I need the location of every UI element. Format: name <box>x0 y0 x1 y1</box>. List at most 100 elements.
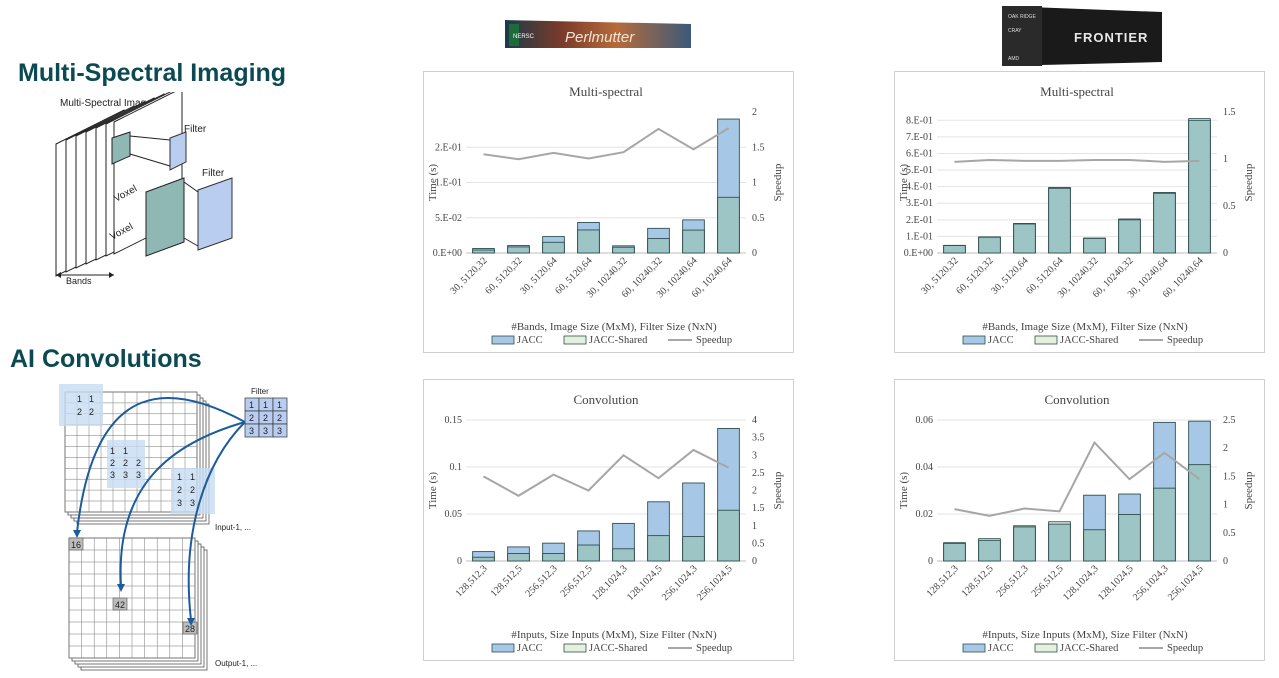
chart-svg-2: Convolution 0 0.05 0.1 0.15 0 0.5 1 1.5 2 2.5 3 3.5 4… <box>427 392 784 654</box>
y2-tick-label: 0 <box>1223 248 1228 259</box>
chart-convolution-perlmutter: Convolution 0 0.05 0.1 0.15 0 0.5 1 1.5 2 2.5 3 3.5 4… <box>423 379 794 661</box>
y-tick-label: 2.E-01 <box>906 215 933 226</box>
input-patch-2-cell: 3 <box>110 470 115 480</box>
y-axis-label: Time (s) <box>427 472 439 510</box>
bar-jacc-shared <box>682 229 705 254</box>
y-tick-label: 0.04 <box>916 462 934 473</box>
bar-jacc-shared <box>577 544 600 562</box>
y2-tick-label: 3 <box>752 450 757 461</box>
bar-jacc-shared <box>542 553 565 562</box>
x-axis-label: #Inputs, Size Inputs (MxM), Size Filter … <box>511 629 717 641</box>
y2-tick-label: 1.5 <box>752 503 765 514</box>
y2-tick-label: 1.5 <box>752 142 765 153</box>
bar-jacc-shared <box>1153 487 1176 562</box>
perlmutter-logo-text: Perlmutter <box>565 29 635 46</box>
arrow-to-42 <box>119 421 246 587</box>
input-label: Input-1, ... <box>215 523 251 532</box>
y2-axis-label: Speedup <box>772 471 784 509</box>
ms-filter-label-1: Filter <box>184 124 207 135</box>
y-tick-label: 0.E+00 <box>904 248 933 259</box>
x-axis-label: #Bands, Image Size (MxM), Filter Size (N… <box>511 321 717 333</box>
speedup-line <box>954 158 1200 163</box>
bar-jacc-shared <box>1083 529 1106 562</box>
y2-axis-label: Speedup <box>1243 163 1255 201</box>
bar-jacc-shared <box>472 249 495 254</box>
bar-jacc-shared <box>1188 464 1211 562</box>
bar-jacc <box>1118 219 1141 254</box>
legend-label-jacc-shared: JACC-Shared <box>1060 335 1119 346</box>
x-tick-label: 30, 5120,64 <box>989 255 1030 296</box>
bar-jacc <box>978 539 1001 562</box>
y2-tick-label: 1.5 <box>1223 471 1236 482</box>
input-patch-2-cell: 2 <box>110 458 115 468</box>
y-tick-label: 0.1 <box>450 462 463 473</box>
x-tick-label: 30, 5120,32 <box>448 255 489 296</box>
bar-jacc-shared <box>542 241 565 254</box>
x-tick-label: 60, 5120,32 <box>954 255 995 296</box>
bar-jacc-shared <box>612 246 635 254</box>
legend-label-jacc: JACC <box>988 335 1014 346</box>
multispectral-heading: Multi-Spectral Imaging <box>18 59 287 87</box>
chart-title: Multi-spectral <box>1040 84 1114 99</box>
ai-convolutions-heading: AI Convolutions <box>10 345 202 373</box>
bar-jacc-shared <box>647 238 670 254</box>
y2-tick-label: 0 <box>752 248 757 259</box>
input-patch-1-cell: 1 <box>77 394 82 404</box>
ms-filter-label-2: Filter <box>202 168 225 179</box>
bar-jacc <box>978 236 1001 254</box>
filter-cell: 2 <box>277 413 282 423</box>
x-tick-label: 128,1024,3 <box>590 563 630 603</box>
legend-swatch-jacc <box>491 335 515 345</box>
ms-bands-label: Bands <box>66 276 92 286</box>
y2-tick-label: 2.5 <box>752 468 765 479</box>
y-tick-label: 4.E-01 <box>906 182 933 193</box>
x-tick-label: 128,1024,5 <box>1096 563 1136 603</box>
y2-tick-label: 1 <box>1223 500 1228 511</box>
legend-label-speedup: Speedup <box>1167 643 1203 654</box>
y-tick-label: 0.02 <box>916 509 934 520</box>
x-tick-label: 256,1024,5 <box>695 563 735 603</box>
frontier-logo: OAK RIDGE CRAY AMD FRONTIER <box>1002 6 1162 66</box>
legend-swatch-jacc-shared <box>563 643 587 653</box>
legend-swatch-jacc-shared <box>1034 335 1058 345</box>
bar-jacc-shared <box>1118 514 1141 562</box>
legend-label-speedup: Speedup <box>1167 335 1203 346</box>
bar-jacc <box>1013 223 1036 254</box>
y-tick-label: 2.E-01 <box>435 142 462 153</box>
legend-swatch-jacc-shared <box>1034 643 1058 653</box>
y2-axis-label: Speedup <box>1243 471 1255 509</box>
bar-jacc-shared <box>682 536 705 562</box>
y2-tick-label: 0 <box>1223 556 1228 567</box>
legend-label-jacc-shared: JACC-Shared <box>1060 643 1119 654</box>
x-tick-label: 256,512,3 <box>995 563 1031 599</box>
filter-cell: 2 <box>249 413 254 423</box>
chart-multispectral-perlmutter: Multi-spectral 0.E+00 5.E-02 1.E-01 2.E-01 0 0… <box>423 71 794 353</box>
chart-svg-3: Convolution 0 0.02 0.04 0.06 0 0.5 1 1.5 2 2.5 Time… <box>898 392 1255 654</box>
speedup-line <box>954 440 1201 517</box>
x-tick-label: 256,1024,3 <box>660 563 700 603</box>
y2-tick-label: 2 <box>752 107 757 118</box>
input-patch-3-cell: 3 <box>190 498 195 508</box>
legend-swatch-jacc <box>962 643 986 653</box>
chart-title: Multi-spectral <box>569 84 643 99</box>
chart-title: Convolution <box>1044 392 1110 407</box>
bar-jacc-shared <box>717 196 740 254</box>
x-tick-label: 60, 5120,32 <box>483 255 524 296</box>
y2-tick-label: 1.5 <box>1223 107 1236 118</box>
y-tick-label: 5.E-01 <box>906 165 933 176</box>
filter-cell: 1 <box>263 400 268 410</box>
frontier-badge-amd: AMD <box>1008 56 1020 62</box>
speedup-line <box>483 127 730 161</box>
legend-label-jacc: JACC <box>988 643 1014 654</box>
y-tick-label: 1.E-01 <box>906 231 933 242</box>
x-tick-label: 128,512,5 <box>489 563 525 599</box>
y2-tick-label: 2 <box>752 486 757 497</box>
y-tick-label: 0 <box>928 556 933 567</box>
bar-jacc <box>1083 237 1106 254</box>
input-patch-3-cell: 1 <box>177 472 182 482</box>
input-patch-1-bg <box>59 384 103 426</box>
x-tick-label: 256,1024,5 <box>1166 563 1206 603</box>
y2-tick-label: 1 <box>752 521 757 532</box>
legend-label-speedup: Speedup <box>696 643 732 654</box>
y-tick-label: 0.15 <box>445 415 463 426</box>
